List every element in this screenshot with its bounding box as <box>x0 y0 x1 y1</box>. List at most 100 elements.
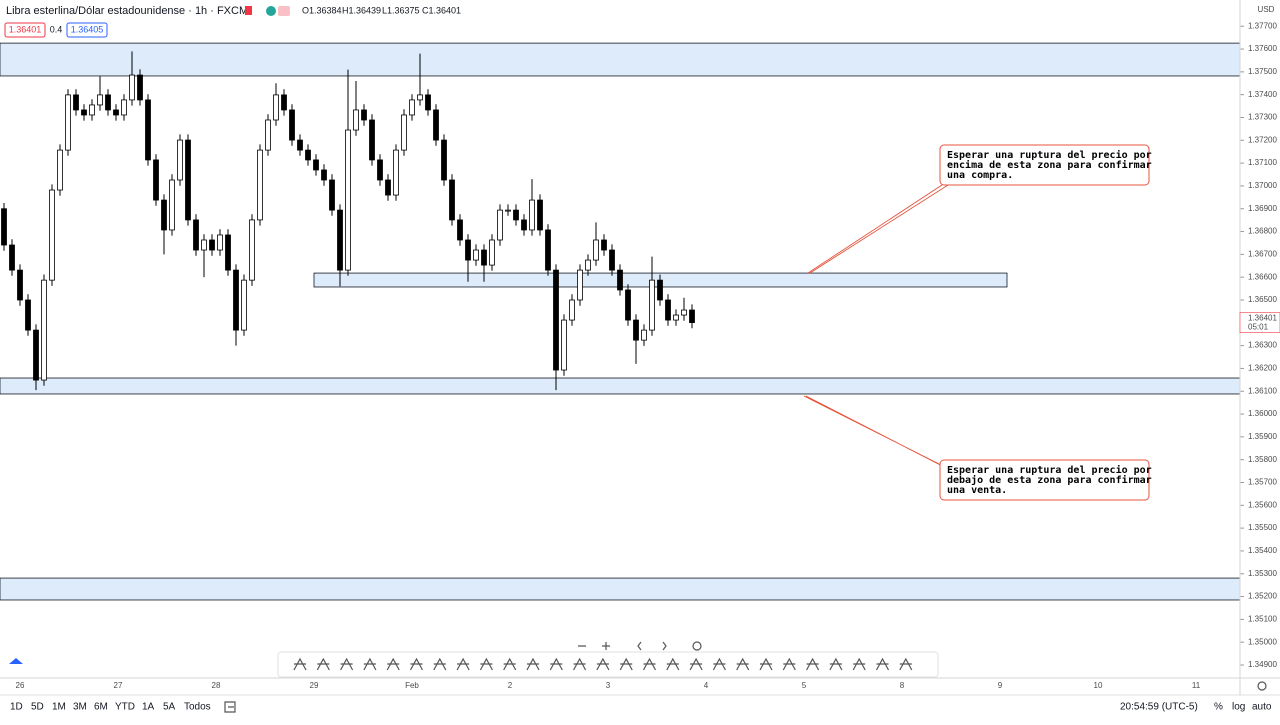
y-tick-label: 1.35300 <box>1248 569 1277 578</box>
candle-body <box>297 139 303 151</box>
tool-icon[interactable] <box>479 657 493 671</box>
candle-body <box>193 219 199 251</box>
candle-body <box>641 329 647 341</box>
candle-body <box>73 94 79 111</box>
callout-text: encima de esta zona para confirmar <box>947 159 1152 171</box>
candle-body <box>385 179 391 196</box>
candle-body <box>393 149 399 196</box>
reset-icon[interactable] <box>692 641 702 651</box>
callout-line <box>807 182 949 274</box>
candle-body <box>593 239 599 261</box>
y-tick-label: 1.36100 <box>1248 386 1277 395</box>
range-button[interactable]: 1A <box>142 702 155 713</box>
date-range-icon[interactable] <box>224 701 236 713</box>
range-button[interactable]: 5D <box>31 702 44 713</box>
callout-text: Esperar una ruptura del precio por <box>947 149 1152 161</box>
candle-body <box>201 239 207 251</box>
tool-icon[interactable] <box>340 657 354 671</box>
tool-icon[interactable] <box>782 657 796 671</box>
tool-icon[interactable] <box>619 657 633 671</box>
range-button[interactable]: YTD <box>115 702 135 713</box>
footer: 1D 5D 1M 3M 6M YTD 1A 5A Todos 20:54:59 (UTC-5)% l… <box>10 702 1272 713</box>
x-tick-label: 9 <box>998 681 1003 690</box>
range-button[interactable]: 1D <box>10 702 23 713</box>
candle-body <box>281 94 287 111</box>
range-button[interactable]: 5A <box>163 702 176 713</box>
candle-body <box>617 269 623 291</box>
tool-icon[interactable] <box>806 657 820 671</box>
candle-body <box>553 269 559 371</box>
tool-icon[interactable] <box>456 657 470 671</box>
candle-body <box>305 149 311 161</box>
candle-body <box>233 269 239 331</box>
tool-icon[interactable] <box>386 657 400 671</box>
candle-body <box>649 279 655 331</box>
ohlc-value: C1.36401 <box>422 5 461 15</box>
tool-icon[interactable] <box>293 657 307 671</box>
candle-body <box>657 279 663 301</box>
tool-icon[interactable] <box>666 657 680 671</box>
y-tick-label: 1.35400 <box>1248 546 1277 555</box>
logo <box>9 658 23 664</box>
tool-icon[interactable] <box>503 657 517 671</box>
candle-body <box>489 239 495 266</box>
tool-icon[interactable] <box>852 657 866 671</box>
range-button[interactable]: Todos <box>184 702 211 713</box>
y-tick-label: 1.35500 <box>1248 523 1277 532</box>
candle-body <box>689 309 695 323</box>
tool-icon[interactable] <box>736 657 750 671</box>
tool-icon[interactable] <box>433 657 447 671</box>
symbol-title[interactable]: Libra esterlina/Dólar estadounidense · 1… <box>6 5 248 17</box>
scale-option[interactable]: log <box>1232 702 1245 713</box>
callout-box <box>939 459 1150 501</box>
x-tick-label: 2 <box>508 681 513 690</box>
candle-body <box>457 219 463 241</box>
sell-price[interactable]: 1.36401 <box>9 24 42 34</box>
y-tick-label: 1.37600 <box>1248 44 1277 53</box>
buy-button[interactable] <box>66 22 108 38</box>
tool-icon[interactable] <box>596 657 610 671</box>
tool-icon[interactable] <box>689 657 703 671</box>
candle-body <box>441 139 447 181</box>
tool-icon[interactable] <box>899 657 913 671</box>
zoom-controls <box>578 641 702 651</box>
sell-button[interactable] <box>4 22 46 38</box>
x-tick-label: 5 <box>802 681 807 690</box>
tool-icon[interactable] <box>363 657 377 671</box>
candle-body <box>337 209 343 271</box>
tool-icon[interactable] <box>759 657 773 671</box>
range-button[interactable]: 1M <box>52 702 66 713</box>
candle-body <box>121 99 127 116</box>
candle-body <box>561 319 567 371</box>
scale-option[interactable]: auto <box>1252 702 1272 713</box>
y-tick-label: 1.35100 <box>1248 614 1277 623</box>
countdown: 05:01 <box>1248 323 1269 332</box>
candle-body <box>345 129 351 271</box>
zoom-icons[interactable] <box>578 641 667 651</box>
tool-icon[interactable] <box>875 657 890 671</box>
candle-body <box>417 94 423 101</box>
range-button[interactable]: 6M <box>94 702 108 713</box>
candle-body <box>321 169 327 181</box>
tool-icon[interactable] <box>573 657 587 671</box>
callout-text: una compra. <box>947 170 1013 181</box>
scale-option[interactable]: % <box>1214 702 1223 713</box>
y-tick-label: 1.35700 <box>1248 478 1277 487</box>
candle-body <box>329 179 335 211</box>
range-button[interactable]: 3M <box>73 702 87 713</box>
tool-icon[interactable] <box>829 657 843 671</box>
candle-body <box>89 104 95 116</box>
tool-icon[interactable] <box>642 657 657 671</box>
x-tick-label: 26 <box>16 681 25 690</box>
tool-icon[interactable] <box>316 657 330 671</box>
tool-icon[interactable] <box>549 657 563 671</box>
candle-body <box>97 94 103 106</box>
tool-icon[interactable] <box>712 657 726 671</box>
callout-line <box>803 395 949 470</box>
buy-price[interactable]: 1.36405 <box>71 24 104 34</box>
flag <box>245 6 252 15</box>
settings-icon[interactable] <box>1257 681 1267 691</box>
tool-icon[interactable] <box>526 657 540 671</box>
tool-icon[interactable] <box>409 657 424 671</box>
